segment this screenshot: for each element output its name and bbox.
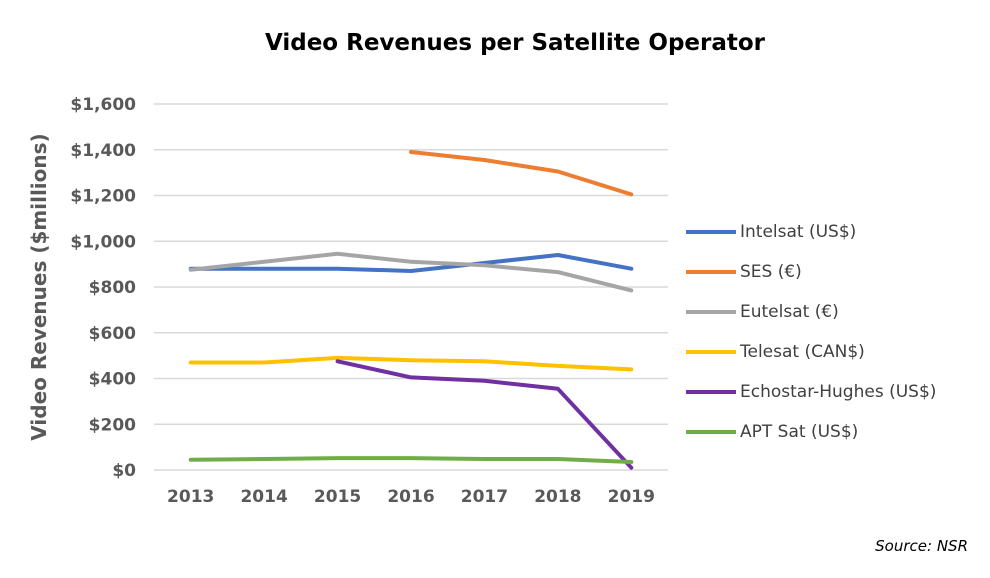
legend-swatch <box>686 310 736 314</box>
x-tick-label: 2013 <box>167 487 214 507</box>
series-lines <box>188 150 634 470</box>
y-tick-label: $1,400 <box>70 141 136 161</box>
legend-label: Eutelsat (€) <box>740 302 839 322</box>
y-tick-label: $1,000 <box>70 232 136 252</box>
series-line-3 <box>188 355 634 372</box>
x-tick-labels: 2013 2014 2015 2016 2017 2018 2019 <box>167 487 655 507</box>
y-tick-label: $1,600 <box>70 95 136 115</box>
x-tick-label: 2015 <box>314 487 361 507</box>
chart-title: Video Revenues per Satellite Operator <box>264 30 766 56</box>
y-tick-labels: $0 $200 $400 $600 $800 $1,000 $1,200 $1,400 $1,6… <box>70 95 136 481</box>
y-tick-label: $400 <box>89 370 136 390</box>
legend-label: Echostar-Hughes (US$) <box>740 382 937 402</box>
legend-label: Telesat (CAN$) <box>740 342 865 362</box>
series-line-5 <box>188 456 634 464</box>
legend-swatch <box>686 350 736 354</box>
legend: Intelsat (US$) SES (€) Eutelsat (€) Telesat… <box>686 212 936 452</box>
legend-item: SES (€) <box>686 252 936 292</box>
x-tick-label: 2018 <box>534 487 581 507</box>
legend-label: APT Sat (US$) <box>740 422 859 442</box>
x-tick-label: 2017 <box>461 487 508 507</box>
source-note: Source: NSR <box>875 537 968 555</box>
legend-swatch <box>686 270 736 274</box>
series-line-0 <box>188 253 634 273</box>
x-tick-label: 2016 <box>387 487 434 507</box>
legend-swatch <box>686 230 736 234</box>
series-line-1 <box>409 150 634 197</box>
legend-item: APT Sat (US$) <box>686 412 936 452</box>
legend-label: Intelsat (US$) <box>740 222 857 242</box>
y-tick-label: $200 <box>89 415 136 435</box>
y-tick-label: $600 <box>89 324 136 344</box>
legend-item: Eutelsat (€) <box>686 292 936 332</box>
legend-swatch <box>686 390 736 394</box>
y-tick-label: $1,200 <box>70 187 136 207</box>
legend-label: SES (€) <box>740 262 802 282</box>
y-tick-label: $0 <box>112 461 136 481</box>
legend-swatch <box>686 430 736 434</box>
series-line-2 <box>188 251 634 293</box>
legend-item: Intelsat (US$) <box>686 212 936 252</box>
legend-item: Echostar-Hughes (US$) <box>686 372 936 412</box>
x-tick-label: 2019 <box>608 487 655 507</box>
series-line-4 <box>335 359 634 470</box>
x-tick-label: 2014 <box>240 487 287 507</box>
y-tick-label: $800 <box>89 278 136 298</box>
gridlines <box>154 103 668 471</box>
legend-item: Telesat (CAN$) <box>686 332 936 372</box>
